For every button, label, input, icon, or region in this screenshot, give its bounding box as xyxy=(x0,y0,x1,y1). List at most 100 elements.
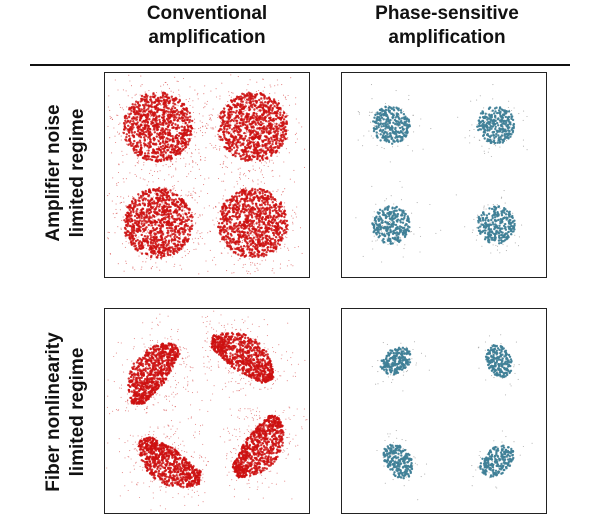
noise-dot xyxy=(203,107,205,109)
noise-dot xyxy=(217,220,219,222)
symbol-dot xyxy=(267,132,271,135)
symbol-dot xyxy=(153,219,156,222)
symbol-dot xyxy=(261,131,264,135)
symbol-dot xyxy=(275,231,278,235)
symbol-dot xyxy=(136,213,139,217)
symbol-dot xyxy=(285,227,288,231)
symbol-dot xyxy=(160,238,163,241)
symbol-dot xyxy=(278,235,281,239)
noise-dot xyxy=(185,194,187,196)
symbol-dot xyxy=(222,130,226,134)
symbol-dot xyxy=(246,92,249,96)
noise-dot xyxy=(276,251,278,253)
symbol-dot xyxy=(242,122,245,125)
symbol-dot xyxy=(225,222,229,226)
noise-dot xyxy=(122,109,124,111)
symbol-dot xyxy=(139,114,142,118)
noise-dot xyxy=(251,160,253,162)
symbol-dot xyxy=(177,224,180,228)
symbol-dot xyxy=(176,194,179,197)
symbol-dot xyxy=(137,220,141,224)
symbol-dot xyxy=(149,138,152,142)
noise-dot xyxy=(156,266,158,268)
noise-dot xyxy=(213,256,215,258)
symbol-dot xyxy=(156,250,160,253)
symbol-dot xyxy=(136,145,140,148)
symbol-dot xyxy=(150,238,153,242)
noise-dot xyxy=(127,112,129,114)
noise-dot xyxy=(282,116,284,118)
noise-dot xyxy=(213,224,215,226)
noise-dot xyxy=(177,223,179,225)
noise-dot xyxy=(248,258,250,260)
noise-dot xyxy=(121,150,123,152)
symbol-dot xyxy=(240,157,243,161)
symbol-dot xyxy=(271,143,274,146)
noise-dot xyxy=(151,108,153,110)
noise-dot xyxy=(196,164,199,166)
noise-dot xyxy=(246,131,248,133)
symbol-dot xyxy=(149,95,152,99)
symbol-dot xyxy=(279,113,282,117)
symbol-dot xyxy=(235,109,238,113)
noise-dot xyxy=(164,124,166,126)
symbol-dot xyxy=(188,233,192,236)
symbol-dot xyxy=(170,221,173,225)
symbol-dot xyxy=(175,201,178,204)
symbol-dot xyxy=(171,192,174,195)
noise-dot xyxy=(139,251,141,253)
symbol-dot xyxy=(131,134,135,137)
symbol-dot xyxy=(129,141,132,144)
noise-dot xyxy=(179,264,181,266)
noise-dot xyxy=(254,238,256,241)
symbol-dot xyxy=(123,128,126,131)
symbol-dot xyxy=(125,117,129,120)
symbol-dot xyxy=(132,149,136,152)
symbol-dot xyxy=(150,201,154,204)
noise-dot xyxy=(144,244,146,246)
symbol-dot xyxy=(154,119,157,123)
noise-dot xyxy=(164,81,166,84)
noise-dot xyxy=(292,265,294,267)
symbol-dot xyxy=(144,192,147,196)
symbol-dot xyxy=(167,154,170,157)
symbol-dot xyxy=(272,243,275,247)
noise-dot xyxy=(111,152,113,154)
symbol-dot xyxy=(285,219,289,223)
symbol-dot xyxy=(135,118,138,121)
row-header-line: limited regime xyxy=(67,108,88,238)
symbol-dot xyxy=(169,234,172,238)
symbol-dot xyxy=(261,220,264,224)
symbol-dot xyxy=(159,194,162,197)
symbol-dot xyxy=(284,125,287,129)
noise-dot xyxy=(132,195,134,198)
symbol-dot xyxy=(144,130,148,134)
symbol-dot xyxy=(130,106,133,110)
noise-dot xyxy=(182,77,185,80)
symbol-dot xyxy=(190,219,193,223)
symbol-dot xyxy=(221,121,224,125)
noise-dot xyxy=(287,138,289,140)
noise-dot xyxy=(219,163,221,165)
symbol-dot xyxy=(249,232,252,235)
symbol-dot xyxy=(267,130,271,133)
symbol-dot xyxy=(161,96,164,99)
noise-dot xyxy=(295,142,297,144)
noise-dot xyxy=(108,95,110,97)
symbol-dot xyxy=(255,106,258,110)
symbol-dot xyxy=(254,94,258,97)
noise-dot xyxy=(190,193,192,195)
noise-dot xyxy=(118,123,120,126)
symbol-dot xyxy=(186,207,189,210)
noise-dot xyxy=(226,157,228,159)
noise-dot xyxy=(125,240,127,243)
symbol-dot xyxy=(144,125,147,129)
symbol-dot xyxy=(146,235,149,238)
symbol-dot xyxy=(135,122,138,126)
symbol-dot xyxy=(238,222,242,225)
symbol-dot xyxy=(155,201,159,205)
symbol-dot xyxy=(254,146,257,149)
symbol-dot xyxy=(262,222,265,225)
symbol-dot xyxy=(175,218,178,222)
noise-dot xyxy=(107,195,109,197)
